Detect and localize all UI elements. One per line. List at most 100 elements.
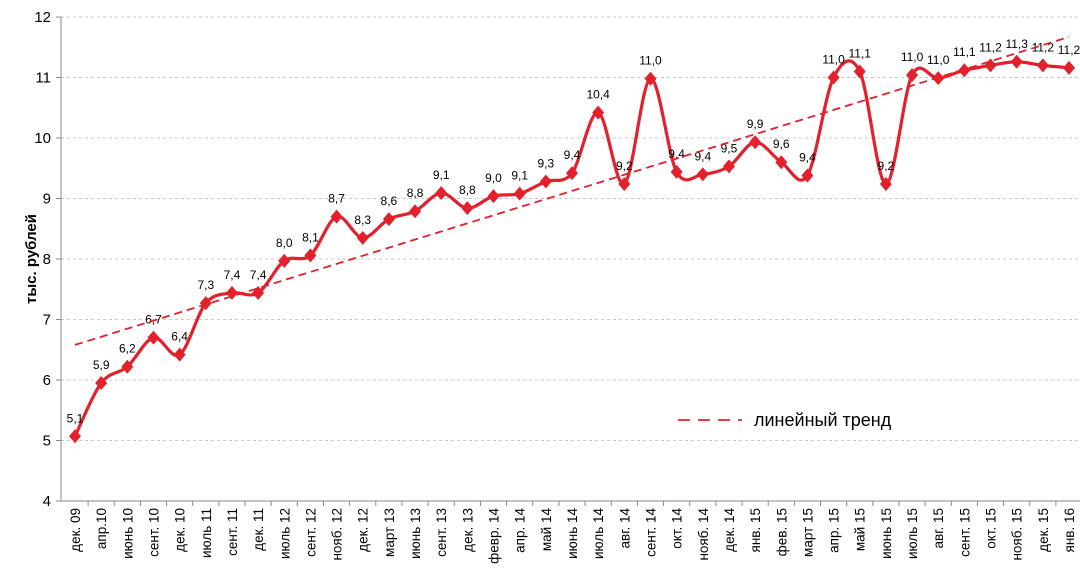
marker (906, 68, 919, 83)
trend-line (74, 36, 1070, 346)
data-label: 11,2 (979, 40, 1002, 54)
data-label: 11,1 (849, 46, 872, 60)
marker (749, 135, 762, 150)
data-label: 8,0 (276, 236, 293, 250)
marker (801, 168, 814, 183)
x-tick-label: дек. 13 (460, 508, 475, 552)
data-label: 11,2 (1058, 43, 1080, 57)
x-tick-label: авг. 14 (617, 508, 632, 549)
x-tick-label: май 14 (539, 508, 554, 552)
data-label: 5,1 (67, 411, 84, 425)
data-label: 9,3 (537, 157, 554, 171)
y-tick-label: 11 (35, 70, 51, 87)
data-label: 9,4 (799, 151, 816, 165)
x-tick-label: апр. 14 (513, 508, 528, 553)
data-label: 9,1 (511, 169, 528, 183)
data-label: 9,6 (773, 137, 790, 151)
x-tick-label: июнь 10 (120, 508, 135, 559)
marker (382, 212, 395, 227)
x-tick-label: нояб. 15 (1010, 508, 1025, 561)
y-tick-label: 6 (43, 372, 51, 389)
y-tick-label: 5 (43, 433, 51, 450)
x-tick-label: апр.10 (94, 508, 109, 549)
data-label: 9,2 (616, 159, 633, 173)
marker (722, 159, 735, 174)
marker (618, 176, 631, 191)
data-label: 8,7 (328, 192, 345, 206)
y-tick-label: 12 (34, 9, 51, 26)
data-label: 9,4 (564, 148, 581, 162)
data-label: 10,4 (586, 88, 610, 102)
marker (95, 376, 108, 391)
x-tick-label: сент. 15 (957, 508, 972, 557)
x-tick-label: дек. 09 (68, 508, 83, 552)
x-tick-label: июль 15 (905, 508, 920, 559)
marker (409, 204, 422, 219)
marker (199, 296, 212, 311)
x-tick-label: март 13 (382, 508, 397, 557)
x-tick-label: июнь 15 (879, 508, 894, 559)
data-label: 6,2 (119, 342, 136, 356)
y-tick-label: 9 (43, 191, 51, 208)
x-tick-label: сент. 13 (434, 508, 449, 557)
x-tick-label: нояб. 14 (696, 508, 711, 561)
marker (147, 330, 160, 345)
data-label: 9,4 (694, 149, 711, 163)
marker (775, 155, 788, 170)
data-label: 9,4 (668, 147, 685, 161)
data-label: 11,0 (927, 53, 950, 67)
data-label: 8,8 (407, 186, 424, 200)
data-label: 7,4 (224, 268, 241, 282)
marker (461, 201, 474, 216)
y-tick-label: 7 (43, 312, 51, 329)
marker (330, 209, 343, 224)
marker (827, 70, 840, 85)
x-tick-label: авг. 15 (931, 508, 946, 548)
x-tick-label: дек. 10 (173, 508, 188, 552)
x-tick-label: июль 12 (277, 508, 292, 559)
x-tick-label: сент. 10 (146, 508, 161, 557)
data-label: 5,9 (93, 358, 110, 372)
data-label: 11,0 (822, 53, 845, 67)
y-tick-label: 10 (34, 130, 51, 147)
marker (1010, 54, 1023, 69)
marker (644, 71, 657, 86)
x-tick-label: апр. 15 (827, 508, 842, 553)
marker (69, 429, 81, 444)
x-tick-label: окт. 15 (984, 508, 999, 549)
data-label: 11,0 (901, 50, 924, 64)
x-tick-label: окт. 14 (670, 508, 685, 549)
marker (879, 176, 892, 191)
data-label: 8,1 (302, 230, 319, 244)
marker (278, 253, 291, 268)
data-label: 9,0 (485, 171, 502, 185)
x-tick-label: дек. 11 (251, 508, 266, 551)
data-label: 9,1 (433, 168, 450, 182)
marker (513, 186, 526, 201)
marker (853, 64, 866, 79)
x-tick-label: янв. 16 (1062, 508, 1077, 552)
y-tick-label: 8 (43, 251, 51, 268)
x-tick-label: февр. 14 (487, 508, 502, 564)
data-label: 9,5 (721, 141, 738, 155)
data-label: 9,9 (747, 117, 764, 131)
x-tick-label: июнь 14 (565, 508, 580, 559)
x-tick-label: июль 11 (199, 508, 214, 558)
marker (566, 166, 578, 181)
data-label: 11,1 (953, 45, 976, 59)
data-label: 6,4 (171, 330, 188, 344)
x-tick-label: нояб. 12 (330, 508, 345, 561)
marker (696, 167, 709, 182)
marker (121, 359, 134, 374)
x-tick-label: дек. 15 (1036, 508, 1051, 552)
x-tick-label: сент. 11 (225, 508, 240, 556)
marker (304, 248, 317, 263)
x-tick-label: янв. 15 (748, 508, 763, 552)
data-label: 8,8 (459, 183, 476, 197)
marker (592, 105, 605, 120)
x-tick-label: дек. 14 (722, 508, 737, 552)
x-tick-label: сент. 14 (643, 508, 658, 557)
data-label: 8,6 (381, 194, 398, 208)
marker (356, 230, 369, 245)
